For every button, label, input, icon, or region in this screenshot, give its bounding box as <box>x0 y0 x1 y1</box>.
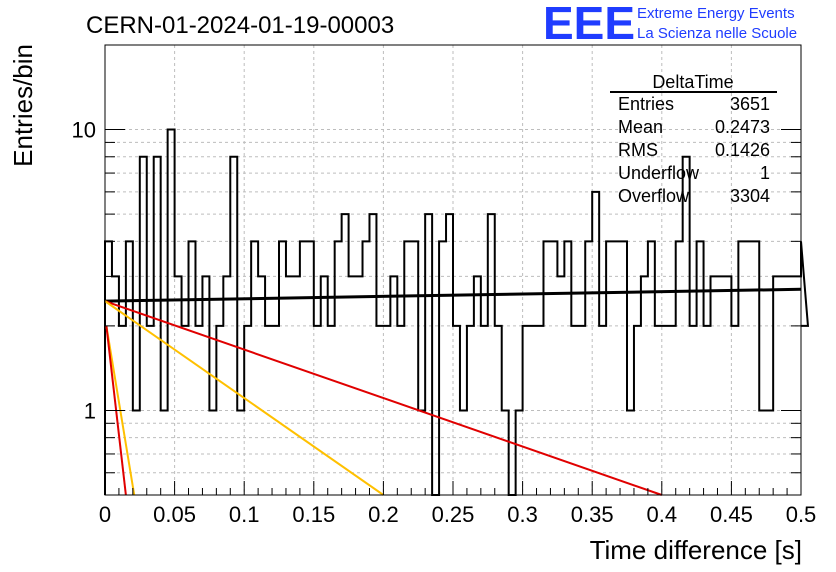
fit-line <box>104 300 384 496</box>
x-axis-title: Time difference [s] <box>590 535 802 565</box>
stats-row-label: Mean <box>618 117 663 137</box>
x-tick-label: 0.25 <box>432 502 475 527</box>
stats-row-value: 0.1426 <box>715 140 770 160</box>
logo-line-2: La Scienza nelle Scuole <box>637 25 797 42</box>
y-tick-label: 10 <box>72 118 96 143</box>
x-tick-label: 0.1 <box>229 502 260 527</box>
fit-line <box>104 300 663 496</box>
x-tick-label: 0.35 <box>571 502 614 527</box>
x-tick-label: 0.4 <box>647 502 678 527</box>
x-tick-label: 0.05 <box>153 502 196 527</box>
fit-line <box>104 287 802 303</box>
stats-row-value: 3304 <box>730 186 770 206</box>
stats-row-value: 1 <box>760 163 770 183</box>
stats-row-label: RMS <box>618 140 658 160</box>
x-tick-label: 0 <box>99 502 111 527</box>
stats-row-label: Overflow <box>618 186 690 206</box>
stats-row-value: 0.2473 <box>715 117 770 137</box>
axis-ticks <box>104 44 802 496</box>
x-tick-label: 0.5 <box>786 502 817 527</box>
y-tick-label: 1 <box>84 398 96 423</box>
run-title: CERN-01-2024-01-19-00003 <box>86 12 394 39</box>
logo-line-1: Extreme Energy Events <box>637 5 795 22</box>
stats-box-name: DeltaTime <box>652 72 733 92</box>
x-tick-label: 0.2 <box>368 502 399 527</box>
stats-row-label: Entries <box>618 94 674 114</box>
stats-row-label: Underflow <box>618 163 700 183</box>
histogram-step-line <box>104 128 810 496</box>
axis-tick-labels: 0 0.05 0.1 0.15 0.2 0.25 0.3 0.35 0.4 0.45 0.5 1 10 <box>72 118 817 527</box>
stats-row-value: 3651 <box>730 94 770 114</box>
stats-box: DeltaTime Entries 3651 Mean 0.2473 RMS 0.1426… <box>610 72 777 206</box>
x-tick-label: 0.3 <box>507 502 538 527</box>
histogram-series <box>104 128 810 496</box>
eee-logo: EEE <box>543 0 635 49</box>
y-axis-title: Entries/bin <box>8 44 38 167</box>
x-tick-label: 0.15 <box>292 502 335 527</box>
stats-box-rows: Entries 3651 Mean 0.2473 RMS 0.1426 Underflow 1… <box>618 94 770 206</box>
x-tick-label: 0.45 <box>710 502 753 527</box>
